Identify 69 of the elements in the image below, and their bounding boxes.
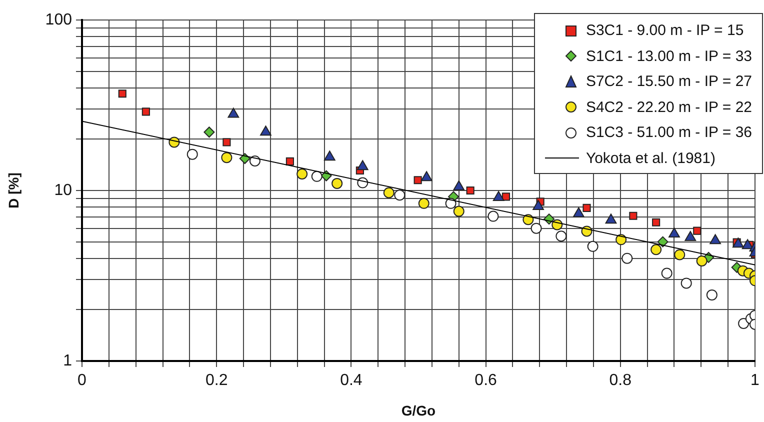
legend-label: S4C2 - 22.20 m - IP = 22 (586, 98, 752, 116)
point (356, 160, 368, 170)
point (260, 126, 272, 136)
point (296, 168, 308, 180)
x-tick-label: 1 (750, 372, 760, 390)
point (286, 157, 294, 166)
point (710, 234, 721, 244)
point (742, 239, 754, 250)
point (502, 192, 510, 201)
point (332, 178, 343, 189)
point (222, 138, 231, 146)
point (466, 186, 474, 195)
point (668, 227, 680, 238)
x-tick-label: 0 (78, 372, 87, 390)
x-axis-title: G/Go (401, 402, 436, 418)
point (657, 236, 668, 248)
point (696, 255, 708, 266)
legend-label: S1C3 - 51.00 m - IP = 36 (586, 124, 752, 142)
point (680, 278, 692, 289)
legend-label: S3C1 - 9.00 m - IP = 15 (586, 22, 744, 40)
y-tick-label: 10 (54, 182, 72, 199)
point (622, 252, 633, 264)
point (605, 214, 617, 224)
point (556, 230, 567, 242)
point (383, 187, 394, 198)
legend-label: Yokota et al. (1981) (586, 150, 716, 167)
point (324, 150, 336, 161)
point (311, 170, 322, 182)
point (661, 268, 672, 279)
point (186, 148, 198, 160)
y-tick-label: 100 (45, 11, 72, 28)
point (629, 212, 638, 220)
point (616, 234, 627, 246)
x-tick-label: 0.2 (205, 372, 228, 390)
point (414, 176, 422, 184)
point (420, 171, 432, 182)
point (693, 226, 702, 235)
y-tick-label: 1 (63, 352, 72, 370)
point (204, 126, 215, 138)
point (572, 207, 584, 218)
point (738, 318, 750, 329)
point (706, 289, 718, 300)
point (532, 200, 544, 210)
legend-label: S7C2 - 15.50 m - IP = 27 (586, 73, 752, 90)
x-tick-label: 0.6 (474, 372, 498, 390)
point (239, 153, 250, 164)
point (453, 206, 464, 217)
point (684, 231, 696, 242)
point (732, 238, 744, 248)
point (587, 240, 598, 252)
legend-label: S1C1 - 13.00 m - IP = 33 (586, 48, 752, 65)
point (142, 108, 150, 116)
point (118, 90, 126, 98)
point (488, 210, 499, 222)
y-axis-title: D [%] (5, 172, 22, 208)
point (492, 190, 504, 201)
point (221, 152, 232, 164)
point (394, 190, 406, 201)
point (418, 198, 430, 209)
point (228, 108, 240, 118)
x-tick-label: 0.8 (609, 372, 632, 390)
x-tick-label: 0.4 (340, 372, 362, 390)
point (674, 249, 686, 260)
point (652, 218, 660, 226)
point (530, 222, 542, 234)
point (445, 198, 456, 209)
point (582, 204, 591, 212)
point (453, 180, 465, 190)
point (650, 244, 662, 256)
